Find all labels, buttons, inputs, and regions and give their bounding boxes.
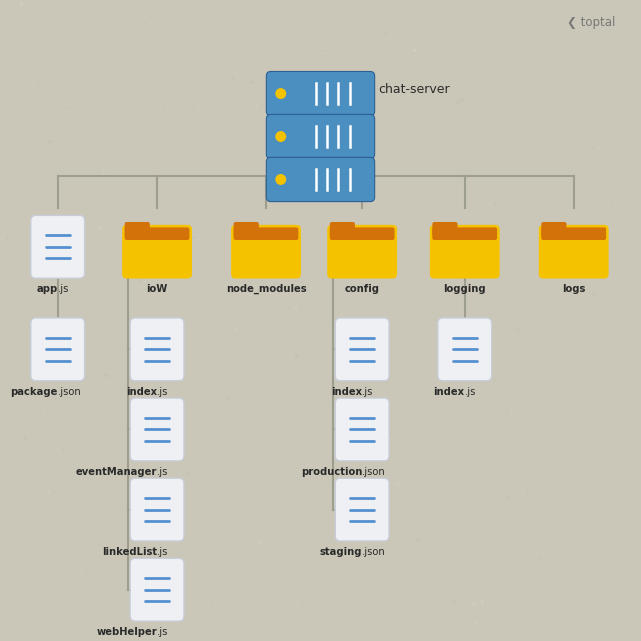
FancyBboxPatch shape xyxy=(538,225,609,278)
Text: logging: logging xyxy=(444,284,486,294)
FancyBboxPatch shape xyxy=(233,222,259,237)
FancyBboxPatch shape xyxy=(335,478,389,541)
FancyBboxPatch shape xyxy=(130,558,184,621)
FancyBboxPatch shape xyxy=(542,228,606,240)
Text: node_modules: node_modules xyxy=(226,284,306,294)
Text: .js: .js xyxy=(362,387,374,397)
FancyBboxPatch shape xyxy=(130,478,184,541)
FancyBboxPatch shape xyxy=(267,158,374,202)
FancyBboxPatch shape xyxy=(231,225,301,278)
FancyBboxPatch shape xyxy=(267,71,374,115)
Text: ioW: ioW xyxy=(146,284,168,294)
Text: linkedList: linkedList xyxy=(102,547,157,557)
FancyBboxPatch shape xyxy=(335,398,389,461)
Text: production: production xyxy=(301,467,362,477)
FancyBboxPatch shape xyxy=(429,225,500,278)
Text: index: index xyxy=(331,387,362,397)
Text: .js: .js xyxy=(157,627,169,637)
Text: config: config xyxy=(345,284,379,294)
Text: .js: .js xyxy=(157,467,169,477)
FancyBboxPatch shape xyxy=(125,228,190,240)
Text: ❮ toptal: ❮ toptal xyxy=(567,16,615,29)
FancyBboxPatch shape xyxy=(329,228,394,240)
Text: .json: .json xyxy=(362,547,386,557)
FancyBboxPatch shape xyxy=(233,228,299,240)
FancyBboxPatch shape xyxy=(267,115,374,159)
FancyBboxPatch shape xyxy=(130,318,184,381)
FancyBboxPatch shape xyxy=(432,228,497,240)
Text: eventManager: eventManager xyxy=(76,467,157,477)
FancyBboxPatch shape xyxy=(335,318,389,381)
FancyBboxPatch shape xyxy=(542,222,567,237)
Circle shape xyxy=(276,89,285,98)
FancyBboxPatch shape xyxy=(31,215,85,278)
Circle shape xyxy=(276,175,285,184)
Text: .js: .js xyxy=(157,547,169,557)
Text: index: index xyxy=(126,387,157,397)
Text: staging: staging xyxy=(320,547,362,557)
FancyBboxPatch shape xyxy=(122,225,192,278)
FancyBboxPatch shape xyxy=(130,398,184,461)
Text: logs: logs xyxy=(562,284,585,294)
Text: .js: .js xyxy=(58,284,69,294)
FancyBboxPatch shape xyxy=(31,318,85,381)
Text: .json: .json xyxy=(58,387,81,397)
FancyBboxPatch shape xyxy=(327,225,397,278)
FancyBboxPatch shape xyxy=(125,222,150,237)
Text: .js: .js xyxy=(157,387,169,397)
Text: app: app xyxy=(37,284,58,294)
Circle shape xyxy=(276,132,285,141)
FancyBboxPatch shape xyxy=(438,318,492,381)
Text: .js: .js xyxy=(465,387,476,397)
Text: package: package xyxy=(10,387,58,397)
Text: .json: .json xyxy=(362,467,386,477)
FancyBboxPatch shape xyxy=(329,222,355,237)
Text: chat-server: chat-server xyxy=(378,83,450,96)
Text: webHelper: webHelper xyxy=(96,627,157,637)
FancyBboxPatch shape xyxy=(432,222,458,237)
Text: index: index xyxy=(433,387,465,397)
